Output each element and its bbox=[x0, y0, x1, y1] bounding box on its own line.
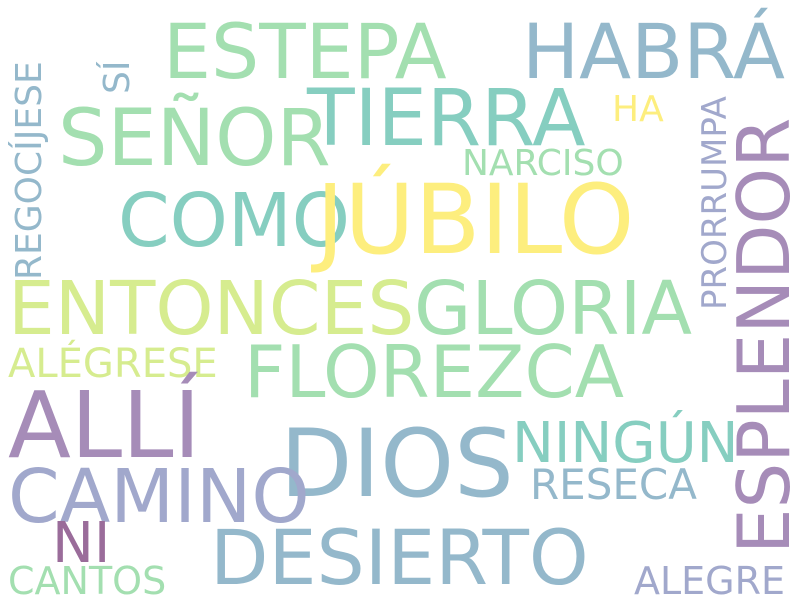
word-senor: SEÑOR bbox=[58, 94, 331, 184]
word-ha: HA bbox=[612, 89, 664, 130]
word-cantos: CANTOS bbox=[8, 559, 167, 600]
word-gloria: GLORIA bbox=[414, 266, 693, 352]
word-dios: DIOS bbox=[280, 410, 514, 519]
word-esplendor: ESPLENDOR bbox=[722, 117, 800, 554]
word-alegrese: ALÉGRESE bbox=[8, 341, 218, 387]
word-jubilo: JÚBILO bbox=[316, 164, 635, 276]
word-como: COMO bbox=[118, 178, 351, 264]
word-alli: ALLÍ bbox=[8, 372, 201, 479]
word-estepa: ESTEPA bbox=[163, 7, 447, 96]
word-camino: CAMINO bbox=[8, 454, 310, 540]
word-regocijese: REGOCÍJESE bbox=[9, 61, 50, 280]
word-narciso: NARCISO bbox=[462, 143, 624, 184]
word-si: SÍ bbox=[97, 60, 138, 94]
word-ningun: NINGÚN bbox=[512, 411, 739, 476]
word-ni: NI bbox=[52, 511, 111, 576]
word-alegre: ALEGRE bbox=[634, 559, 786, 600]
word-desierto: DESIERTO bbox=[210, 513, 589, 600]
word-florezca: FLOREZCA bbox=[244, 330, 625, 414]
word-habra: HABRÁ bbox=[522, 7, 785, 96]
word-entonces: ENTONCES bbox=[8, 266, 415, 352]
word-reseca: RESECA bbox=[530, 460, 697, 509]
word-tierra: TIERRA bbox=[307, 74, 586, 164]
